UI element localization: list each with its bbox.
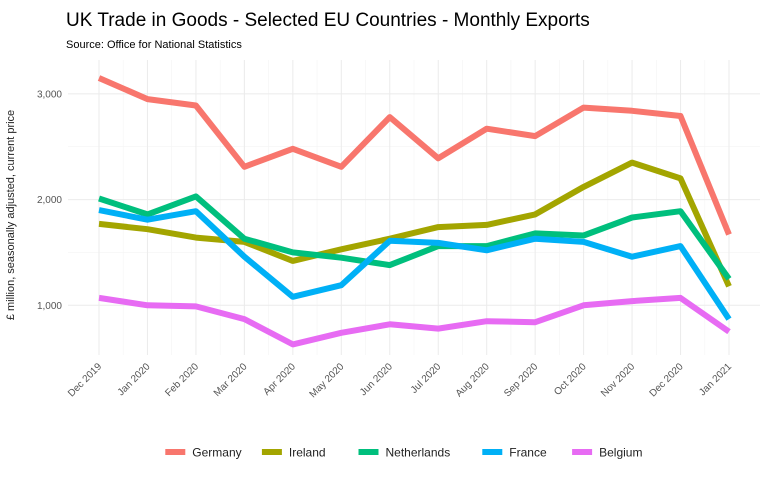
y-tick-label: 2,000 xyxy=(37,195,62,206)
series-line-belgium xyxy=(98,294,731,348)
y-axis-label: £ million, seasonally adjusted, current … xyxy=(5,110,17,320)
x-tick-label: Mar 2020 xyxy=(212,361,250,399)
y-tick-label: 1,000 xyxy=(37,301,62,312)
legend: Germany Ireland Netherlands France Belgium xyxy=(165,446,642,460)
legend-item-belgium: Belgium xyxy=(572,446,642,460)
x-tick-label: Jul 2020 xyxy=(409,361,444,396)
chart-subtitle: Source: Office for National Statistics xyxy=(66,39,242,51)
series-line-netherlands xyxy=(98,193,732,281)
x-tick-label: Dec 2020 xyxy=(648,361,686,399)
x-tick-label: Jan 2021 xyxy=(697,361,734,398)
legend-item-germany: Germany xyxy=(165,446,242,460)
legend-label: Netherlands xyxy=(386,446,451,460)
x-tick-label: May 2020 xyxy=(308,361,347,400)
x-tick-label: Sep 2020 xyxy=(502,361,540,399)
series-lines xyxy=(97,75,732,348)
x-tick-label: Aug 2020 xyxy=(454,361,492,399)
legend-item-netherlands: Netherlands xyxy=(358,446,451,460)
x-axis-ticks: Dec 2019 Jan 2020 Feb 2020 Mar 2020 Apr 2020… xyxy=(66,361,734,400)
legend-label: Germany xyxy=(192,446,241,460)
legend-item-ireland: Ireland xyxy=(261,446,326,460)
legend-label: France xyxy=(509,446,547,460)
y-axis-ticks: 1,000 2,000 3,000 xyxy=(37,89,62,311)
x-tick-label: Jun 2020 xyxy=(358,361,395,398)
series-line-france xyxy=(98,207,732,321)
legend-label: Ireland xyxy=(289,446,326,460)
legend-label: Belgium xyxy=(599,446,642,460)
y-tick-label: 3,000 xyxy=(37,89,62,100)
x-tick-label: Oct 2020 xyxy=(552,361,589,398)
x-tick-label: Nov 2020 xyxy=(599,361,637,399)
x-tick-label: Apr 2020 xyxy=(261,361,298,398)
series-line-germany xyxy=(97,75,732,236)
x-tick-label: Jan 2020 xyxy=(116,361,153,398)
series-line-ireland xyxy=(98,159,732,288)
chart-title: UK Trade in Goods - Selected EU Countrie… xyxy=(66,10,590,31)
x-tick-label: Feb 2020 xyxy=(163,361,201,399)
x-tick-label: Dec 2019 xyxy=(66,361,104,399)
legend-item-france: France xyxy=(482,446,547,460)
